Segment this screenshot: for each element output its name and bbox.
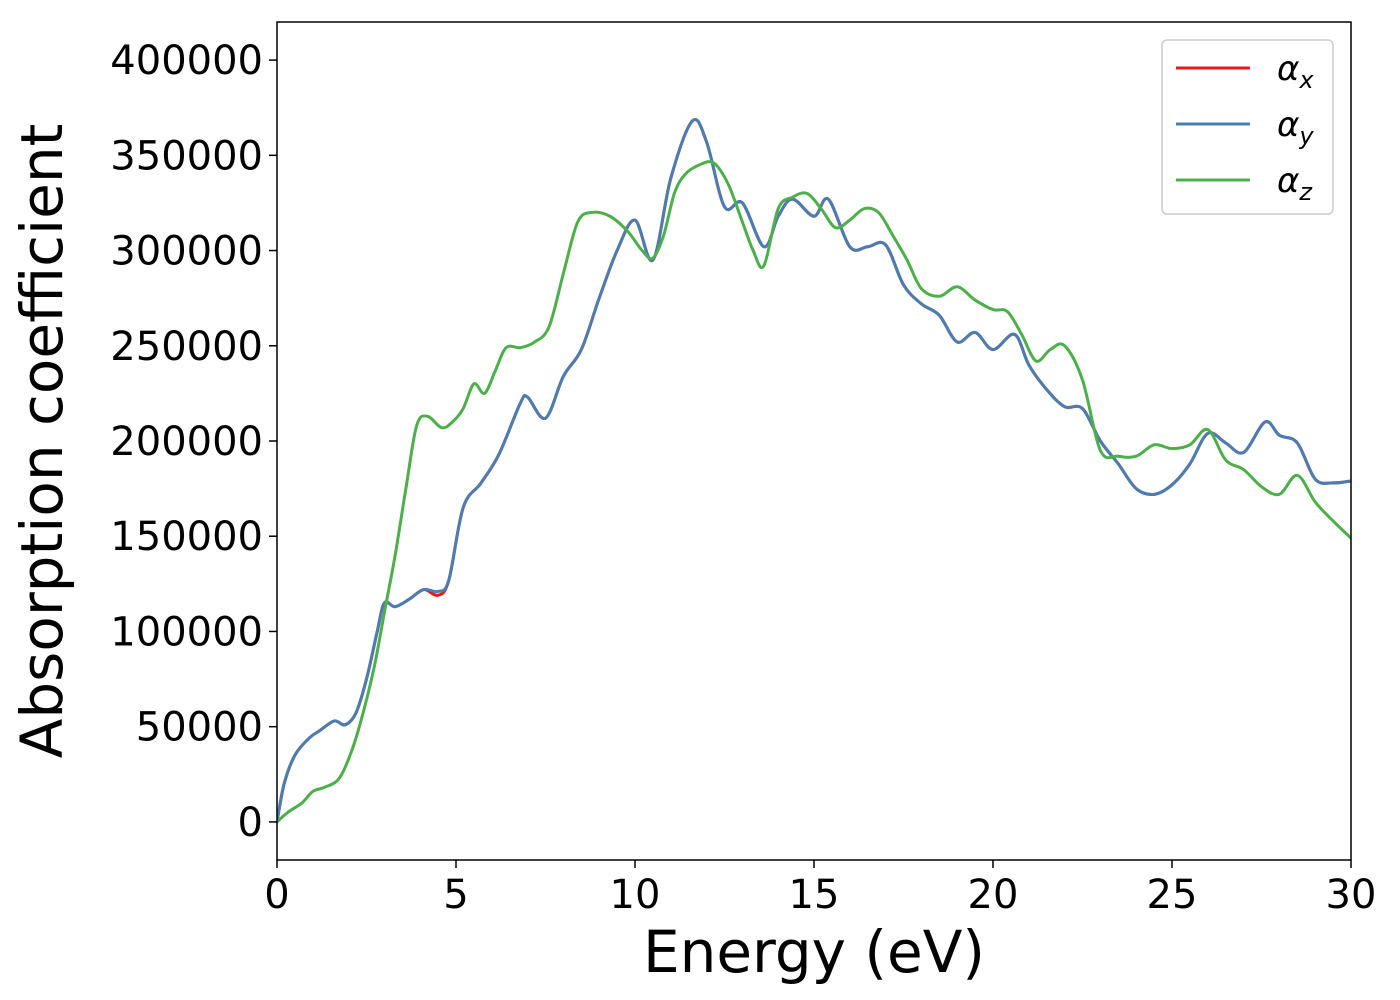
legend-label-subscript: y <box>1298 122 1314 150</box>
y-tick-label: 200000 <box>110 419 263 465</box>
y-tick-label: 350000 <box>110 133 263 179</box>
y-tick-label: 50000 <box>136 705 263 751</box>
legend-label-subscript: z <box>1298 178 1313 206</box>
y-tick-label: 400000 <box>110 38 263 84</box>
y-tick-label: 300000 <box>110 229 263 275</box>
legend-label-base: α <box>1277 161 1299 201</box>
x-tick-label: 10 <box>610 872 661 918</box>
x-axis: 0 5 10 15 20 25 30 <box>264 860 1376 918</box>
legend-label-base: α <box>1277 49 1299 89</box>
x-tick-label: 20 <box>968 872 1019 918</box>
series-line-y <box>277 118 1351 824</box>
series-line-z <box>277 160 1351 824</box>
x-tick-label: 30 <box>1326 872 1377 918</box>
x-axis-label: Energy (eV) <box>643 918 985 986</box>
y-axis: 0 50000 100000 150000 200000 250000 300000 3500… <box>110 38 277 846</box>
y-axis-label: Absorption coefficient <box>8 124 76 759</box>
x-tick-label: 25 <box>1147 872 1198 918</box>
legend-label-x: αx <box>1277 49 1314 94</box>
legend-label-y: αy <box>1277 105 1314 150</box>
legend-label-z: αz <box>1277 161 1313 206</box>
series-layer <box>277 118 1351 824</box>
x-tick-label: 5 <box>443 872 468 918</box>
y-tick-label: 100000 <box>110 609 263 655</box>
x-tick-label: 0 <box>264 872 289 918</box>
y-tick-label: 0 <box>238 800 263 846</box>
legend-label-subscript: x <box>1298 66 1314 94</box>
y-tick-label: 150000 <box>110 514 263 560</box>
y-tick-label: 250000 <box>110 324 263 370</box>
x-tick-label: 15 <box>789 872 840 918</box>
legend-box <box>1161 39 1334 215</box>
legend-label-base: α <box>1277 105 1299 145</box>
